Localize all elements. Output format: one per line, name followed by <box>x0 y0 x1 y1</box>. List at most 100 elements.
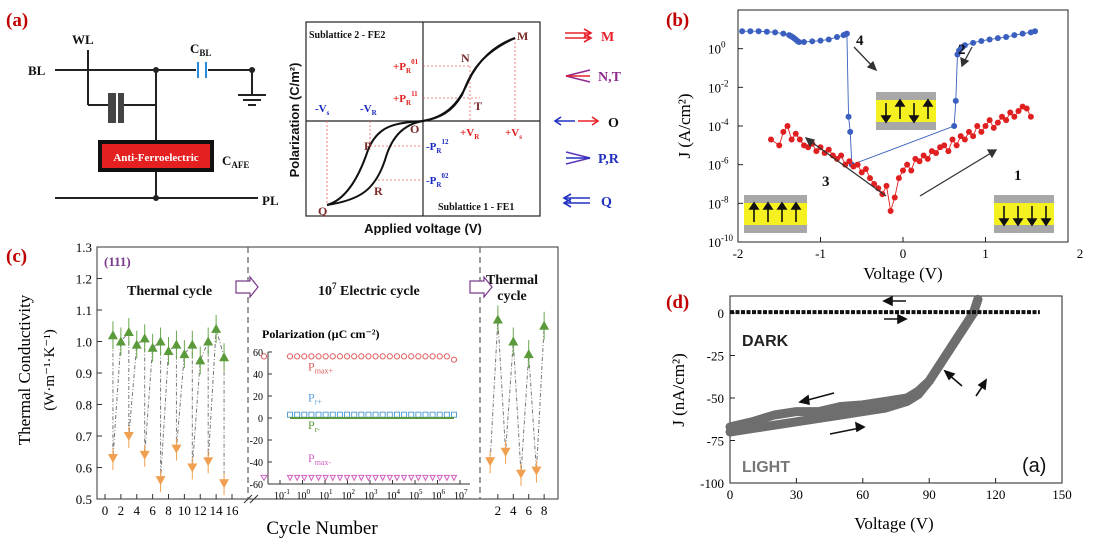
b-data-point <box>957 133 964 140</box>
b-data-point <box>970 133 977 140</box>
pmax-plus-point <box>358 353 365 360</box>
inset-xtick-label: 106 <box>432 488 446 502</box>
section-thermal2b: cycle <box>497 289 527 304</box>
inset-ytick-label: -20 <box>250 436 263 447</box>
c-high-point <box>179 349 190 359</box>
b-data-point <box>916 158 923 165</box>
c-xlabel: Cycle Number <box>266 518 378 539</box>
c-high-point <box>163 345 174 355</box>
annot-2: 2 <box>958 42 966 58</box>
b-data-point <box>961 136 968 143</box>
b-data-point <box>974 123 981 129</box>
c-ytick-label: 0.9 <box>76 366 92 381</box>
panel-d-label: (d) <box>666 292 689 313</box>
dark-label: DARK <box>742 333 789 350</box>
b-xtick-label: 0 <box>900 246 907 261</box>
b-data-point <box>941 142 948 149</box>
c-xtick-label: 10 <box>178 503 191 518</box>
b-data-point <box>990 124 997 131</box>
section-electric: 107 Electric cycle <box>318 281 420 299</box>
light-label: LIGHT <box>742 459 790 476</box>
c-ytick-label: 1.2 <box>76 272 92 287</box>
b-data-point <box>838 152 845 159</box>
pmax-minus-point <box>357 474 365 482</box>
inset-xtick-label: 104 <box>387 488 401 502</box>
c-ylabel2: (W·m⁻¹·K⁻¹) <box>42 329 58 410</box>
c-high-point <box>508 336 519 346</box>
pmax-minus-point <box>372 474 379 482</box>
b-data-point <box>887 208 894 215</box>
c-xtick-label: 14 <box>210 503 224 518</box>
b-data-point <box>847 128 854 135</box>
b-data-point <box>801 39 807 46</box>
c-low-point <box>171 444 182 454</box>
vr-pos-label: +VR <box>460 127 480 141</box>
fe2-label: Sublattice 2 - FE2 <box>309 30 385 41</box>
b-data-point <box>978 128 985 135</box>
afe-circuit: WL BL PL CBL CAFE Anti-Ferroelectr <box>28 32 279 208</box>
vs-pos-label: +Vs <box>505 127 522 141</box>
pmax-minus-label: Pmax- <box>308 451 331 467</box>
pmax-minus-point <box>393 474 401 482</box>
c-ytick-label: 0.6 <box>76 461 93 476</box>
b-data-point <box>891 194 898 201</box>
b-data-point <box>1003 34 1010 41</box>
c-xtick-label: 2 <box>118 503 125 518</box>
d-xtick-label: 30 <box>790 487 803 502</box>
pmax-minus-point <box>415 474 422 482</box>
pr-plus-label: Pr+ <box>308 391 322 407</box>
d-ytick-label: -50 <box>707 391 724 406</box>
b-xtick-label: 2 <box>1077 246 1084 261</box>
b-xlabel: Voltage (V) <box>863 264 942 283</box>
inset-xtick-label: 103 <box>364 488 378 502</box>
b-data-point <box>1011 32 1018 39</box>
pmax-plus-point <box>315 353 322 360</box>
pmax-minus-point <box>443 474 451 482</box>
c-high-point <box>155 336 166 346</box>
d-xtick-label: 90 <box>923 487 936 502</box>
pmax-plus-point <box>400 353 408 360</box>
inset-xtick-label: 105 <box>409 488 423 502</box>
b-xtick-label: -2 <box>733 246 744 261</box>
pmax-plus-point <box>372 353 379 360</box>
inset-xtick-label: 107 <box>454 488 468 502</box>
vs-neg-label: -Vs <box>315 103 330 117</box>
afe-loop-plot: Sublattice 2 - FE2 Sublattice 1 - FE1 M … <box>287 21 541 235</box>
b-data-point <box>862 165 869 172</box>
b-data-point <box>858 169 865 176</box>
domain-down-inset <box>994 195 1054 233</box>
b-data-point <box>883 182 890 189</box>
b-data-point <box>817 37 824 44</box>
b-data-point <box>854 161 861 168</box>
b-data-point <box>796 39 803 46</box>
b-data-point <box>834 155 840 162</box>
pmax-plus-point <box>308 353 315 360</box>
b-data-point <box>924 155 931 162</box>
pr01-label: +PR01 <box>393 58 419 75</box>
b-data-point <box>739 28 746 35</box>
c-low-point <box>531 466 542 476</box>
c-high-point <box>203 336 214 346</box>
pmax-minus-point <box>308 474 315 482</box>
b-data-point <box>953 142 960 149</box>
state-o: O <box>608 116 619 131</box>
b-data-point <box>994 35 1001 42</box>
cbl-label: CBL <box>190 41 211 58</box>
pmax-plus-point <box>422 353 429 360</box>
c-xtick-label: 4 <box>510 503 517 518</box>
c-high-point <box>539 320 550 330</box>
b-data-point <box>747 28 754 35</box>
b-data-point <box>780 128 787 135</box>
b-data-point <box>825 36 832 43</box>
pmax-minus-point <box>422 474 429 482</box>
inset-title: Polarization (µC cm⁻²) <box>262 327 379 341</box>
c-ylabel: Thermal Conductivity <box>15 294 34 445</box>
cafe-label: CAFE <box>222 153 249 170</box>
c-xtick-label: 8 <box>541 503 548 518</box>
pr11-label: +PR11 <box>393 90 418 107</box>
axis-break <box>249 494 259 504</box>
domain-mixed-inset <box>876 92 936 130</box>
light-sweep-down <box>725 294 983 432</box>
b-xtick-label: -1 <box>815 246 826 261</box>
b-data-point <box>776 142 783 149</box>
